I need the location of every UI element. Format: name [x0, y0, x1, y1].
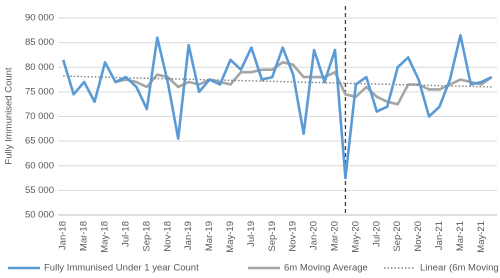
- x-tick-label: Jul-19: [246, 221, 257, 247]
- x-tick-label: Sep-20: [392, 221, 403, 252]
- x-tick-label: May-21: [476, 221, 487, 253]
- x-tick-label: Nov-19: [288, 221, 299, 252]
- legend-label: 6m Moving Average: [284, 263, 368, 274]
- x-tick-label: Nov-20: [413, 221, 424, 252]
- x-tick-label: May-20: [350, 221, 361, 253]
- x-tick-label: Mar-20: [330, 221, 341, 251]
- series-line: [61, 33, 493, 180]
- x-tick-label: Jul-18: [120, 221, 131, 247]
- y-tick-label: 80 000: [25, 62, 54, 73]
- x-tick-label: Mar-21: [455, 221, 466, 251]
- x-tick-label: Jul-20: [371, 221, 382, 247]
- x-tick-label: Jan-18: [58, 221, 69, 250]
- x-tick-label: Mar-19: [204, 221, 215, 251]
- x-tick-label: Jan-19: [183, 221, 194, 250]
- x-tick-label: Nov-18: [162, 221, 173, 252]
- y-tick-label: 85 000: [25, 37, 54, 48]
- x-tick-label: May-19: [225, 221, 236, 253]
- x-tick-label: Mar-18: [79, 221, 90, 251]
- x-tick-label: Sep-19: [267, 221, 278, 252]
- y-tick-label: 75 000: [25, 86, 54, 97]
- y-tick-label: 70 000: [25, 111, 54, 122]
- x-tick-label: Jan-20: [309, 221, 320, 250]
- legend-label: Linear (6m Moving Average): [420, 263, 500, 274]
- y-tick-label: 55 000: [25, 185, 54, 196]
- x-tick-label: Jan-21: [434, 221, 445, 250]
- y-tick-label: 65 000: [25, 136, 54, 147]
- y-tick-label: 60 000: [25, 160, 54, 171]
- legend-label: Fully Immunised Under 1 year Count: [44, 263, 199, 274]
- y-tick-label: 90 000: [25, 13, 54, 24]
- y-axis-label: Fully Immunised Count: [4, 67, 15, 165]
- y-tick-label: 50 000: [25, 210, 54, 221]
- x-tick-label: Sep-18: [141, 221, 152, 252]
- x-tick-label: May-18: [100, 221, 111, 253]
- series-line: [115, 61, 493, 106]
